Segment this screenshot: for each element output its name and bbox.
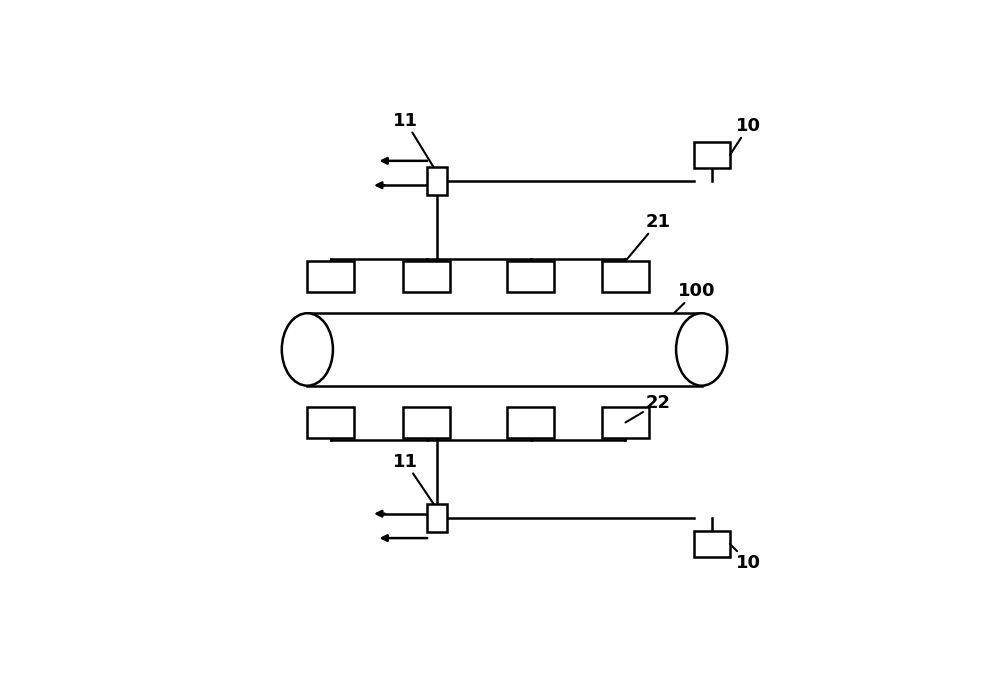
Bar [602,261,649,292]
Text: 100: 100 [674,282,715,313]
Bar [694,142,730,168]
Text: 10: 10 [730,544,761,572]
Bar [507,261,554,292]
Bar [602,407,649,438]
Ellipse shape [282,313,333,385]
Text: 21: 21 [625,213,671,261]
Text: 11: 11 [393,111,434,167]
Bar [307,261,354,292]
Bar [403,261,450,292]
Bar [427,504,447,531]
Text: 22: 22 [625,394,671,422]
Text: 11: 11 [393,453,434,504]
Ellipse shape [676,313,727,385]
Text: 10: 10 [730,117,761,155]
Bar [507,407,554,438]
Bar [427,167,447,195]
Bar [694,531,730,557]
Bar [403,407,450,438]
Bar [307,407,354,438]
